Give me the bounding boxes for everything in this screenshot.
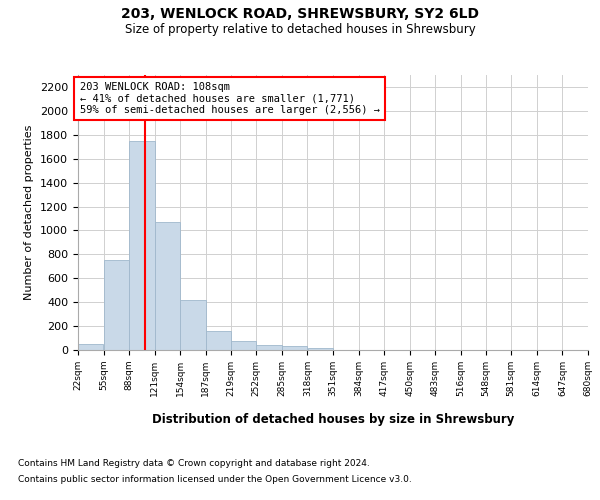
- Text: Size of property relative to detached houses in Shrewsbury: Size of property relative to detached ho…: [125, 22, 475, 36]
- Bar: [155, 222, 180, 350]
- Text: Contains public sector information licensed under the Open Government Licence v3: Contains public sector information licen…: [18, 475, 412, 484]
- Bar: [308, 348, 333, 350]
- Y-axis label: Number of detached properties: Number of detached properties: [25, 125, 34, 300]
- Text: 203 WENLOCK ROAD: 108sqm
← 41% of detached houses are smaller (1,771)
59% of sem: 203 WENLOCK ROAD: 108sqm ← 41% of detach…: [80, 82, 380, 115]
- Bar: [129, 141, 155, 350]
- Bar: [181, 300, 206, 350]
- Bar: [206, 332, 232, 350]
- Bar: [256, 345, 282, 350]
- Text: 203, WENLOCK ROAD, SHREWSBURY, SY2 6LD: 203, WENLOCK ROAD, SHREWSBURY, SY2 6LD: [121, 8, 479, 22]
- Bar: [78, 344, 103, 350]
- Bar: [231, 341, 256, 350]
- Bar: [282, 346, 307, 350]
- Text: Distribution of detached houses by size in Shrewsbury: Distribution of detached houses by size …: [152, 412, 514, 426]
- Bar: [104, 260, 129, 350]
- Text: Contains HM Land Registry data © Crown copyright and database right 2024.: Contains HM Land Registry data © Crown c…: [18, 458, 370, 468]
